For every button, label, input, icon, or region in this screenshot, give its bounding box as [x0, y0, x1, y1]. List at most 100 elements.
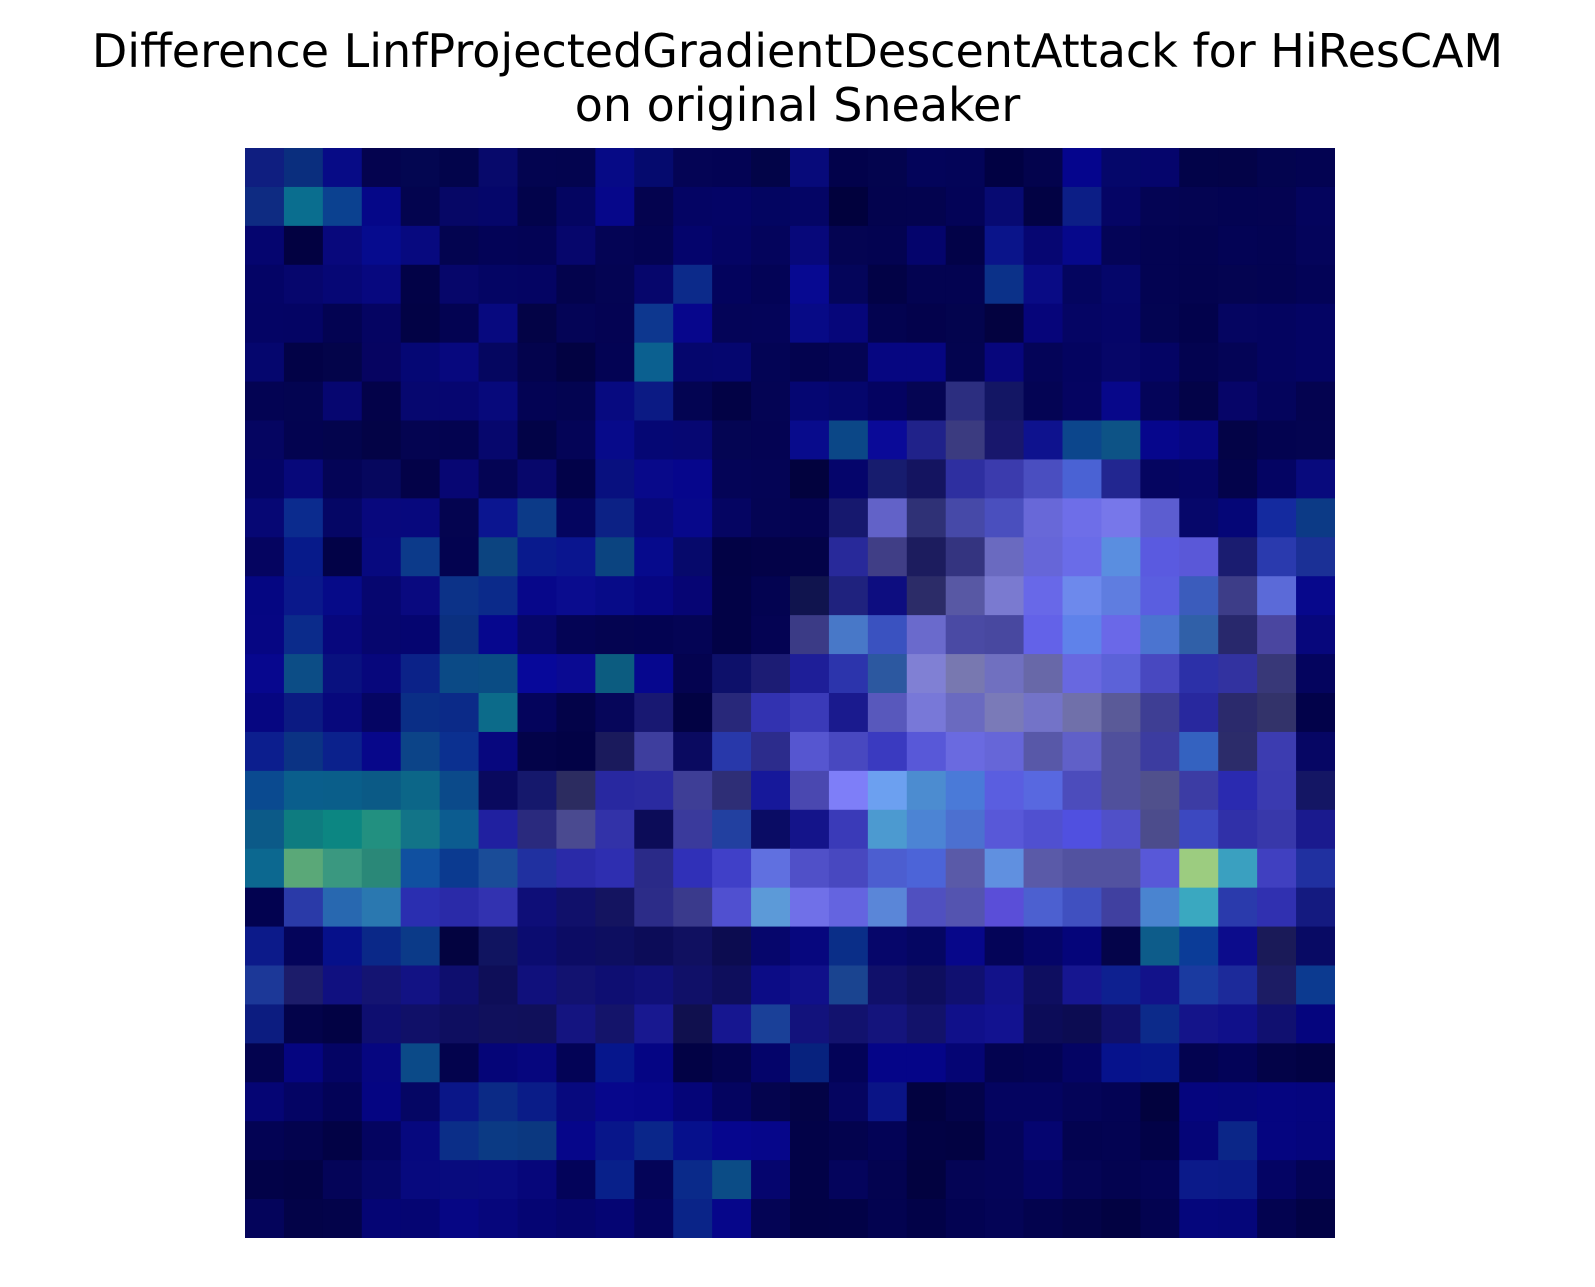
heatmap-cell-r14-c16 — [867, 693, 908, 733]
heatmap-cell-r8-c7 — [517, 459, 558, 499]
heatmap-cell-r21-c23 — [1140, 965, 1180, 1006]
heatmap-cell-r10-c10 — [634, 537, 674, 577]
chart-title-line-2: on original Sneaker — [574, 78, 1021, 132]
heatmap-cell-r24-c20 — [1023, 1082, 1064, 1122]
heatmap-cell-r25-c25 — [1218, 1121, 1258, 1161]
heatmap-cell-r10-c4 — [400, 537, 441, 577]
heatmap-cell-r11-c14 — [790, 576, 830, 616]
heatmap-cell-r6-c13 — [751, 381, 791, 422]
heatmap-cell-r2-c8 — [556, 225, 596, 266]
heatmap-cell-r8-c25 — [1218, 459, 1258, 499]
heatmap-cell-r22-c16 — [867, 1004, 908, 1044]
heatmap-cell-r13-c10 — [634, 654, 674, 694]
heatmap-cell-r12-c20 — [1023, 615, 1064, 655]
heatmap-cell-r0-c7 — [517, 148, 558, 188]
heatmap-cell-r8-c18 — [945, 459, 986, 499]
heatmap-cell-r9-c12 — [712, 498, 752, 538]
heatmap-cell-r7-c24 — [1179, 420, 1219, 461]
heatmap-cell-r25-c8 — [556, 1121, 596, 1161]
heatmap-cell-r4-c23 — [1140, 303, 1180, 344]
heatmap-cell-r14-c4 — [400, 693, 441, 733]
heatmap-cell-r4-c24 — [1179, 303, 1219, 344]
heatmap-cell-r27-c23 — [1140, 1199, 1180, 1238]
heatmap-cell-r20-c15 — [828, 926, 869, 967]
heatmap-cell-r20-c4 — [400, 926, 441, 967]
heatmap-cell-r16-c6 — [478, 770, 519, 811]
heatmap-cell-r27-c26 — [1257, 1199, 1297, 1238]
heatmap-cell-r12-c25 — [1218, 615, 1258, 655]
heatmap-cell-r22-c23 — [1140, 1004, 1180, 1044]
heatmap-cell-r10-c0 — [245, 537, 285, 577]
heatmap-cell-r21-c27 — [1296, 965, 1335, 1006]
heatmap-cell-r2-c18 — [945, 225, 986, 266]
heatmap-cell-r3-c2 — [322, 264, 363, 305]
heatmap-cell-r25-c10 — [634, 1121, 674, 1161]
heatmap-cell-r18-c24 — [1179, 848, 1219, 889]
heatmap-cell-r3-c1 — [283, 264, 324, 305]
heatmap-cell-r22-c2 — [322, 1004, 363, 1044]
heatmap-cell-r0-c24 — [1179, 148, 1219, 188]
heatmap-cell-r6-c8 — [556, 381, 596, 422]
heatmap-cell-r20-c19 — [984, 926, 1025, 967]
heatmap-cell-r26-c7 — [517, 1160, 558, 1200]
heatmap-cell-r13-c26 — [1257, 654, 1297, 694]
heatmap-cell-r25-c14 — [790, 1121, 830, 1161]
heatmap-cell-r25-c3 — [361, 1121, 402, 1161]
heatmap-cell-r15-c5 — [439, 731, 480, 772]
heatmap-cell-r1-c5 — [439, 186, 480, 227]
heatmap-cell-r8-c27 — [1296, 459, 1335, 499]
heatmap-cell-r26-c12 — [712, 1160, 752, 1200]
heatmap-cell-r17-c4 — [400, 809, 441, 850]
heatmap-cell-r27-c14 — [790, 1199, 830, 1238]
heatmap-cell-r21-c25 — [1218, 965, 1258, 1006]
heatmap-cell-r12-c13 — [751, 615, 791, 655]
heatmap-cell-r24-c13 — [751, 1082, 791, 1122]
heatmap-cell-r5-c18 — [945, 342, 986, 383]
heatmap-cell-r26-c13 — [751, 1160, 791, 1200]
heatmap-cell-r25-c18 — [945, 1121, 986, 1161]
heatmap-cell-r11-c17 — [906, 576, 947, 616]
heatmap-cell-r8-c13 — [751, 459, 791, 499]
heatmap-cell-r11-c25 — [1218, 576, 1258, 616]
heatmap-cell-r26-c23 — [1140, 1160, 1180, 1200]
heatmap-cell-r8-c19 — [984, 459, 1025, 499]
heatmap-cell-r1-c10 — [634, 186, 674, 227]
heatmap-cell-r11-c26 — [1257, 576, 1297, 616]
heatmap-cell-r6-c21 — [1062, 381, 1103, 422]
heatmap-cell-r19-c16 — [867, 887, 908, 928]
heatmap-cell-r12-c27 — [1296, 615, 1335, 655]
heatmap-cell-r22-c15 — [828, 1004, 869, 1044]
heatmap-cell-r1-c0 — [245, 186, 285, 227]
heatmap-cell-r17-c20 — [1023, 809, 1064, 850]
heatmap-cell-r17-c18 — [945, 809, 986, 850]
heatmap-cell-r27-c3 — [361, 1199, 402, 1238]
heatmap-cell-r8-c14 — [790, 459, 830, 499]
heatmap-cell-r3-c15 — [828, 264, 869, 305]
heatmap-cell-r3-c21 — [1062, 264, 1103, 305]
heatmap-cell-r16-c17 — [906, 770, 947, 811]
heatmap-cell-r0-c16 — [867, 148, 908, 188]
heatmap-cell-r9-c1 — [283, 498, 324, 538]
heatmap-cell-r6-c11 — [673, 381, 713, 422]
heatmap-cell-r15-c1 — [283, 731, 324, 772]
heatmap-cell-r15-c6 — [478, 731, 519, 772]
heatmap-cell-r24-c16 — [867, 1082, 908, 1122]
heatmap-cell-r24-c10 — [634, 1082, 674, 1122]
heatmap-cell-r19-c14 — [790, 887, 830, 928]
heatmap-cell-r22-c14 — [790, 1004, 830, 1044]
heatmap-cell-r22-c19 — [984, 1004, 1025, 1044]
heatmap-cell-r26-c4 — [400, 1160, 441, 1200]
heatmap-cell-r18-c25 — [1218, 848, 1258, 889]
heatmap-cell-r24-c1 — [283, 1082, 324, 1122]
heatmap-cell-r13-c6 — [478, 654, 519, 694]
heatmap-cell-r19-c6 — [478, 887, 519, 928]
heatmap-cell-r2-c5 — [439, 225, 480, 266]
heatmap-cell-r23-c8 — [556, 1043, 596, 1083]
heatmap-cell-r10-c18 — [945, 537, 986, 577]
heatmap-cell-r2-c2 — [322, 225, 363, 266]
heatmap-cell-r17-c24 — [1179, 809, 1219, 850]
heatmap-cell-r5-c25 — [1218, 342, 1258, 383]
heatmap-cell-r20-c13 — [751, 926, 791, 967]
heatmap-cell-r7-c0 — [245, 420, 285, 461]
heatmap-cell-r15-c27 — [1296, 731, 1335, 772]
